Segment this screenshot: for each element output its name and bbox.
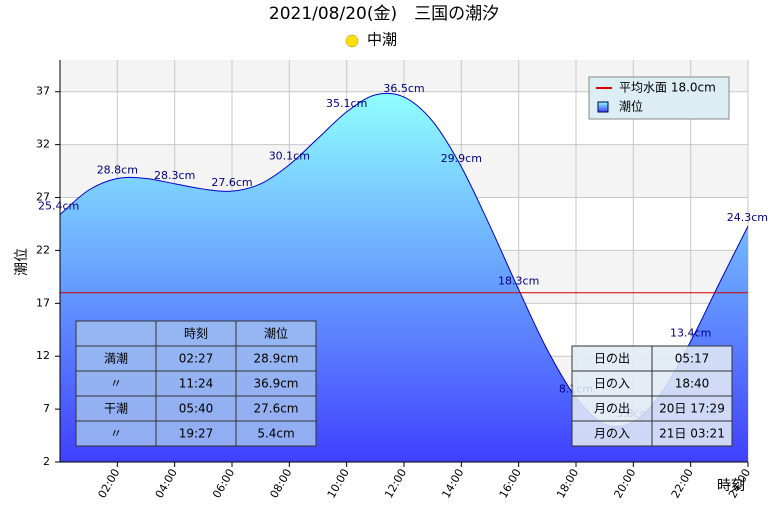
table-cell bbox=[571, 420, 653, 447]
data-label: 13.4cm bbox=[670, 326, 711, 339]
y-tick-label: 32 bbox=[36, 138, 50, 151]
legend-box bbox=[588, 76, 730, 120]
x-tick-label: 06:00 bbox=[210, 467, 237, 501]
data-label: 18.3cm bbox=[498, 275, 539, 288]
x-tick-label: 08:00 bbox=[267, 467, 294, 501]
x-tick-label: 16:00 bbox=[497, 467, 524, 501]
table-cell bbox=[571, 345, 653, 372]
x-axis-label: 時刻 bbox=[717, 478, 745, 494]
data-label: 35.1cm bbox=[326, 97, 367, 110]
table-text: 時刻 bbox=[184, 327, 208, 341]
table-cell bbox=[235, 420, 317, 447]
table-text: 干潮 bbox=[104, 401, 128, 416]
y-tick-label: 12 bbox=[36, 349, 50, 362]
y-tick-label: 22 bbox=[36, 243, 50, 256]
chart-subtitle: 中潮 bbox=[367, 31, 397, 49]
table-cell bbox=[155, 395, 237, 422]
table-text: 21日 03:21 bbox=[659, 427, 725, 441]
table-text: 36.9cm bbox=[253, 377, 298, 391]
table-cell bbox=[155, 345, 237, 372]
table-text: 20日 17:29 bbox=[659, 402, 725, 416]
data-label: 25.4cm bbox=[38, 199, 79, 212]
table-text: 27.6cm bbox=[253, 402, 298, 416]
table-text: 〃 bbox=[110, 377, 122, 391]
data-label: 28.3cm bbox=[154, 169, 195, 182]
table-text: 〃 bbox=[110, 427, 122, 441]
table-text: 日の入 bbox=[594, 377, 630, 391]
legend-swatch bbox=[597, 101, 609, 113]
legend-label: 平均水面 18.0cm bbox=[619, 81, 716, 95]
table-cell bbox=[651, 345, 733, 372]
legend-label: 潮位 bbox=[619, 99, 643, 114]
table-text: 05:17 bbox=[675, 352, 710, 366]
table-cell bbox=[651, 370, 733, 397]
x-tick-label: 20:00 bbox=[611, 467, 638, 501]
table-cell bbox=[75, 395, 157, 422]
chart-title: 2021/08/20(金) 三国の潮汐 bbox=[269, 4, 499, 24]
subtitle-marker bbox=[345, 34, 359, 48]
data-label: 29.9cm bbox=[441, 152, 482, 165]
table-text: 19:27 bbox=[179, 427, 214, 441]
y-tick-label: 37 bbox=[36, 85, 50, 98]
table-text: 11:24 bbox=[179, 377, 214, 391]
table-text: 5.4cm bbox=[257, 427, 294, 441]
table-cell bbox=[235, 395, 317, 422]
data-label: 36.5cm bbox=[383, 82, 424, 95]
y-tick-label: 27 bbox=[36, 191, 50, 204]
y-tick-label: 7 bbox=[43, 402, 50, 415]
table-cell bbox=[75, 370, 157, 397]
x-tick-label: 04:00 bbox=[153, 467, 180, 501]
table-cell bbox=[235, 370, 317, 397]
data-label: 24.3cm bbox=[727, 211, 768, 224]
table-cell bbox=[75, 320, 157, 347]
x-tick-label: 14:00 bbox=[439, 467, 466, 501]
table-cell bbox=[571, 395, 653, 422]
table-text: 02:27 bbox=[179, 352, 214, 366]
table-text: 月の出 bbox=[594, 402, 630, 416]
x-tick-label: 02:00 bbox=[95, 467, 122, 501]
y-tick-label: 17 bbox=[36, 296, 50, 309]
y-tick-label: 2 bbox=[43, 455, 50, 468]
table-text: 潮位 bbox=[264, 326, 288, 341]
x-tick-label: 22:00 bbox=[669, 467, 696, 501]
table-cell bbox=[155, 420, 237, 447]
table-text: 月の入 bbox=[594, 427, 630, 441]
table-cell bbox=[651, 420, 733, 447]
y-axis-label: 潮位 bbox=[14, 248, 30, 276]
table-text: 満潮 bbox=[104, 351, 128, 366]
data-label: 27.6cm bbox=[211, 176, 252, 189]
data-label: 28.8cm bbox=[97, 163, 138, 176]
x-tick-label: 18:00 bbox=[554, 467, 581, 501]
data-label: 30.1cm bbox=[269, 150, 310, 163]
x-tick-label: 12:00 bbox=[382, 467, 409, 501]
table-text: 18:40 bbox=[675, 377, 710, 391]
table-text: 28.9cm bbox=[253, 352, 298, 366]
x-tick-label: 10:00 bbox=[325, 467, 352, 501]
table-text: 日の出 bbox=[594, 352, 630, 366]
table-cell bbox=[235, 320, 317, 347]
table-text: 05:40 bbox=[179, 402, 214, 416]
